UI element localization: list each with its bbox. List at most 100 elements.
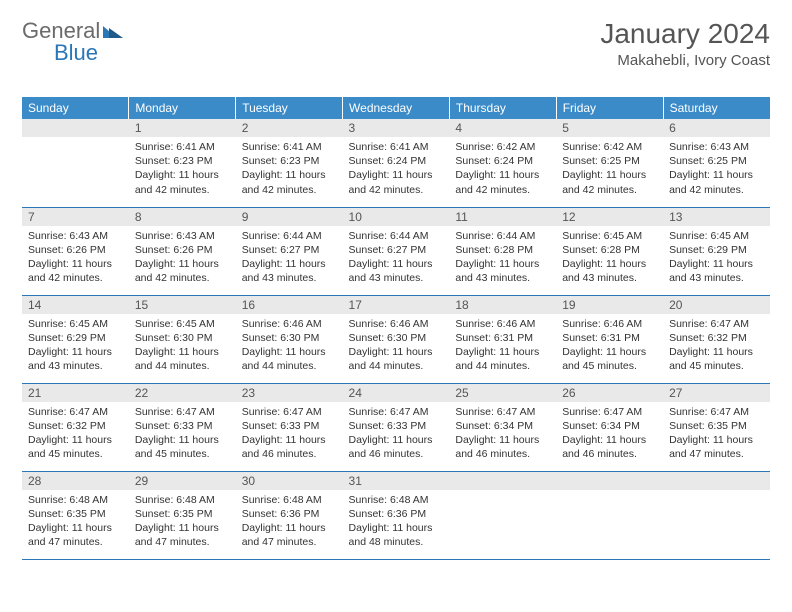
calendar-cell: 4Sunrise: 6:42 AMSunset: 6:24 PMDaylight… bbox=[449, 119, 556, 207]
day-header: Monday bbox=[129, 97, 236, 119]
day-number: 23 bbox=[236, 384, 343, 402]
sunset-text: Sunset: 6:30 PM bbox=[242, 331, 337, 345]
sunset-text: Sunset: 6:30 PM bbox=[349, 331, 444, 345]
day-number: 26 bbox=[556, 384, 663, 402]
daylight-text: Daylight: 11 hours and 47 minutes. bbox=[669, 433, 764, 461]
day-details: Sunrise: 6:47 AMSunset: 6:33 PMDaylight:… bbox=[129, 402, 236, 465]
day-details: Sunrise: 6:42 AMSunset: 6:25 PMDaylight:… bbox=[556, 137, 663, 200]
sunrise-text: Sunrise: 6:47 AM bbox=[455, 405, 550, 419]
day-details: Sunrise: 6:47 AMSunset: 6:32 PMDaylight:… bbox=[22, 402, 129, 465]
day-number: 22 bbox=[129, 384, 236, 402]
calendar-cell bbox=[22, 119, 129, 207]
title-block: January 2024 Makahebli, Ivory Coast bbox=[600, 18, 770, 69]
sunset-text: Sunset: 6:36 PM bbox=[242, 507, 337, 521]
day-details: Sunrise: 6:45 AMSunset: 6:29 PMDaylight:… bbox=[663, 226, 770, 289]
day-header-row: Sunday Monday Tuesday Wednesday Thursday… bbox=[22, 97, 770, 119]
calendar-cell: 24Sunrise: 6:47 AMSunset: 6:33 PMDayligh… bbox=[343, 383, 450, 471]
daylight-text: Daylight: 11 hours and 43 minutes. bbox=[562, 257, 657, 285]
daylight-text: Daylight: 11 hours and 44 minutes. bbox=[349, 345, 444, 373]
daylight-text: Daylight: 11 hours and 48 minutes. bbox=[349, 521, 444, 549]
day-header: Wednesday bbox=[343, 97, 450, 119]
calendar-row: 14Sunrise: 6:45 AMSunset: 6:29 PMDayligh… bbox=[22, 295, 770, 383]
sunrise-text: Sunrise: 6:41 AM bbox=[242, 140, 337, 154]
calendar-cell bbox=[449, 471, 556, 559]
day-number: 20 bbox=[663, 296, 770, 314]
sunset-text: Sunset: 6:35 PM bbox=[135, 507, 230, 521]
daylight-text: Daylight: 11 hours and 42 minutes. bbox=[349, 168, 444, 196]
sunrise-text: Sunrise: 6:47 AM bbox=[669, 317, 764, 331]
sunrise-text: Sunrise: 6:47 AM bbox=[28, 405, 123, 419]
daylight-text: Daylight: 11 hours and 46 minutes. bbox=[242, 433, 337, 461]
day-number: 8 bbox=[129, 208, 236, 226]
calendar-cell: 19Sunrise: 6:46 AMSunset: 6:31 PMDayligh… bbox=[556, 295, 663, 383]
location: Makahebli, Ivory Coast bbox=[600, 52, 770, 69]
sunrise-text: Sunrise: 6:42 AM bbox=[562, 140, 657, 154]
daylight-text: Daylight: 11 hours and 47 minutes. bbox=[242, 521, 337, 549]
sunset-text: Sunset: 6:30 PM bbox=[135, 331, 230, 345]
sunset-text: Sunset: 6:36 PM bbox=[349, 507, 444, 521]
calendar-cell: 12Sunrise: 6:45 AMSunset: 6:28 PMDayligh… bbox=[556, 207, 663, 295]
sunrise-text: Sunrise: 6:41 AM bbox=[349, 140, 444, 154]
day-details: Sunrise: 6:41 AMSunset: 6:23 PMDaylight:… bbox=[129, 137, 236, 200]
sunrise-text: Sunrise: 6:44 AM bbox=[455, 229, 550, 243]
day-header: Saturday bbox=[663, 97, 770, 119]
sunset-text: Sunset: 6:35 PM bbox=[28, 507, 123, 521]
calendar-cell: 18Sunrise: 6:46 AMSunset: 6:31 PMDayligh… bbox=[449, 295, 556, 383]
daylight-text: Daylight: 11 hours and 45 minutes. bbox=[28, 433, 123, 461]
day-number: 12 bbox=[556, 208, 663, 226]
sunset-text: Sunset: 6:26 PM bbox=[28, 243, 123, 257]
sunrise-text: Sunrise: 6:45 AM bbox=[135, 317, 230, 331]
sunrise-text: Sunrise: 6:45 AM bbox=[28, 317, 123, 331]
day-number: 25 bbox=[449, 384, 556, 402]
sunset-text: Sunset: 6:34 PM bbox=[455, 419, 550, 433]
daylight-text: Daylight: 11 hours and 42 minutes. bbox=[242, 168, 337, 196]
sunrise-text: Sunrise: 6:43 AM bbox=[135, 229, 230, 243]
calendar-cell: 17Sunrise: 6:46 AMSunset: 6:30 PMDayligh… bbox=[343, 295, 450, 383]
day-details: Sunrise: 6:42 AMSunset: 6:24 PMDaylight:… bbox=[449, 137, 556, 200]
calendar-cell: 13Sunrise: 6:45 AMSunset: 6:29 PMDayligh… bbox=[663, 207, 770, 295]
sunrise-text: Sunrise: 6:48 AM bbox=[28, 493, 123, 507]
daylight-text: Daylight: 11 hours and 42 minutes. bbox=[135, 257, 230, 285]
sunrise-text: Sunrise: 6:46 AM bbox=[242, 317, 337, 331]
daylight-text: Daylight: 11 hours and 42 minutes. bbox=[562, 168, 657, 196]
daylight-text: Daylight: 11 hours and 47 minutes. bbox=[28, 521, 123, 549]
sunset-text: Sunset: 6:27 PM bbox=[349, 243, 444, 257]
sunset-text: Sunset: 6:27 PM bbox=[242, 243, 337, 257]
calendar-cell: 30Sunrise: 6:48 AMSunset: 6:36 PMDayligh… bbox=[236, 471, 343, 559]
day-details: Sunrise: 6:45 AMSunset: 6:28 PMDaylight:… bbox=[556, 226, 663, 289]
empty-day-number bbox=[22, 119, 129, 137]
sunrise-text: Sunrise: 6:46 AM bbox=[349, 317, 444, 331]
calendar-row: 7Sunrise: 6:43 AMSunset: 6:26 PMDaylight… bbox=[22, 207, 770, 295]
daylight-text: Daylight: 11 hours and 43 minutes. bbox=[349, 257, 444, 285]
sunrise-text: Sunrise: 6:45 AM bbox=[669, 229, 764, 243]
calendar-cell bbox=[663, 471, 770, 559]
calendar-cell: 5Sunrise: 6:42 AMSunset: 6:25 PMDaylight… bbox=[556, 119, 663, 207]
daylight-text: Daylight: 11 hours and 42 minutes. bbox=[455, 168, 550, 196]
day-header: Friday bbox=[556, 97, 663, 119]
day-number: 27 bbox=[663, 384, 770, 402]
day-number: 4 bbox=[449, 119, 556, 137]
day-number: 30 bbox=[236, 472, 343, 490]
sunset-text: Sunset: 6:23 PM bbox=[135, 154, 230, 168]
sunset-text: Sunset: 6:33 PM bbox=[242, 419, 337, 433]
day-number: 29 bbox=[129, 472, 236, 490]
sunset-text: Sunset: 6:32 PM bbox=[669, 331, 764, 345]
day-details: Sunrise: 6:43 AMSunset: 6:25 PMDaylight:… bbox=[663, 137, 770, 200]
calendar-cell: 16Sunrise: 6:46 AMSunset: 6:30 PMDayligh… bbox=[236, 295, 343, 383]
day-details: Sunrise: 6:44 AMSunset: 6:27 PMDaylight:… bbox=[343, 226, 450, 289]
calendar-cell: 29Sunrise: 6:48 AMSunset: 6:35 PMDayligh… bbox=[129, 471, 236, 559]
header: General January 2024 Makahebli, Ivory Co… bbox=[22, 18, 770, 69]
sunset-text: Sunset: 6:24 PM bbox=[349, 154, 444, 168]
calendar-cell: 10Sunrise: 6:44 AMSunset: 6:27 PMDayligh… bbox=[343, 207, 450, 295]
day-details: Sunrise: 6:45 AMSunset: 6:29 PMDaylight:… bbox=[22, 314, 129, 377]
day-details: Sunrise: 6:47 AMSunset: 6:33 PMDaylight:… bbox=[236, 402, 343, 465]
day-number: 1 bbox=[129, 119, 236, 137]
sunset-text: Sunset: 6:29 PM bbox=[28, 331, 123, 345]
calendar-row: 1Sunrise: 6:41 AMSunset: 6:23 PMDaylight… bbox=[22, 119, 770, 207]
daylight-text: Daylight: 11 hours and 46 minutes. bbox=[562, 433, 657, 461]
sunset-text: Sunset: 6:32 PM bbox=[28, 419, 123, 433]
sunset-text: Sunset: 6:25 PM bbox=[562, 154, 657, 168]
day-details: Sunrise: 6:43 AMSunset: 6:26 PMDaylight:… bbox=[22, 226, 129, 289]
sunset-text: Sunset: 6:33 PM bbox=[135, 419, 230, 433]
sunset-text: Sunset: 6:24 PM bbox=[455, 154, 550, 168]
